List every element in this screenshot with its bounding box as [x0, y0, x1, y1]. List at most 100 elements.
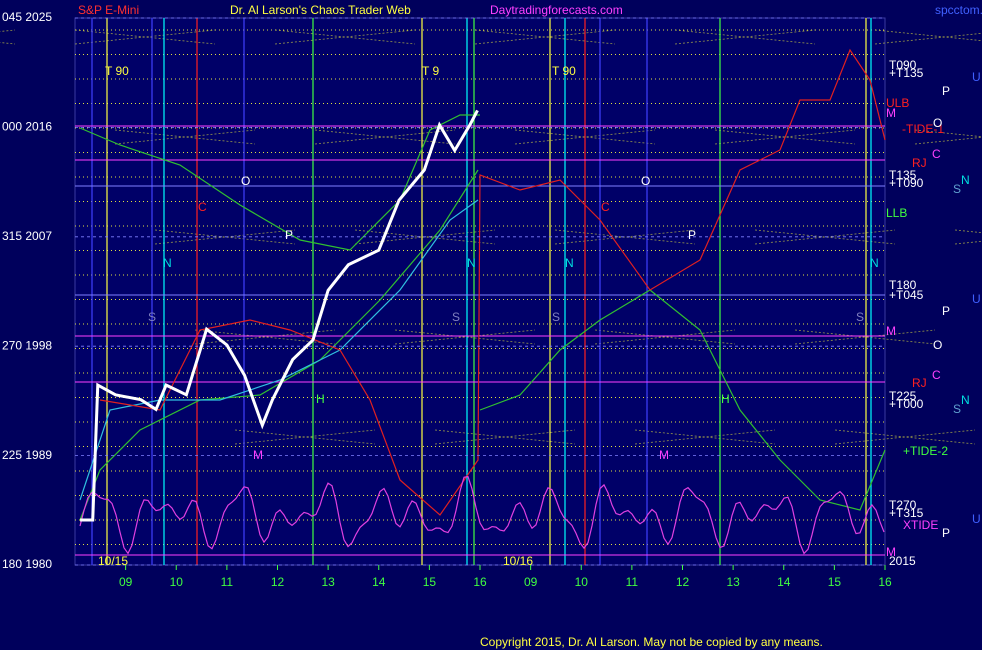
side-letter: N [961, 173, 970, 187]
annotation: M [253, 448, 263, 462]
lattice [674, 29, 816, 45]
lattice [314, 129, 456, 145]
lattice [474, 29, 616, 45]
level-label: +T090 [889, 176, 924, 190]
x-tick-label: 12 [676, 575, 690, 589]
level-label: +T315 [889, 506, 924, 520]
annotation: S [148, 310, 156, 324]
level-label: T180 [889, 278, 917, 292]
annotation: P [285, 228, 293, 242]
x-tick-label: 11 [221, 575, 234, 589]
lattice [234, 429, 376, 445]
copyright: Copyright 2015, Dr. Al Larson. May not b… [480, 635, 823, 649]
level-label: RJ [912, 156, 927, 170]
level-label: C [932, 368, 941, 382]
x-tick-label: 16 [878, 575, 892, 589]
level-label: RJ [912, 376, 927, 390]
y-tick-label: 270 1998 [2, 338, 52, 352]
lattice [114, 129, 256, 145]
side-letter: S [953, 182, 961, 196]
side-letter: U [972, 292, 981, 306]
lattice [394, 329, 536, 345]
lattice [474, 29, 616, 45]
lattice [874, 29, 982, 42]
annotation: H [721, 392, 730, 406]
lattice [874, 32, 982, 45]
lattice [954, 229, 982, 234]
annotation: S [856, 310, 864, 324]
x-tick-label: 16 [473, 575, 487, 589]
level-label: +T135 [889, 66, 924, 80]
lattice [434, 429, 576, 445]
level-label: M [886, 106, 896, 120]
lattice [194, 329, 336, 345]
annotation: T 9 [422, 64, 439, 78]
x-tick-label: 14 [777, 575, 791, 589]
level-label: 2015 [889, 554, 916, 568]
lattice [794, 329, 936, 345]
level-label: T135 [889, 168, 917, 182]
band-line [79, 114, 480, 251]
lattice [714, 129, 856, 145]
decoration [0, 18, 982, 565]
lattice [674, 29, 816, 45]
price-line [80, 109, 479, 522]
lattice [554, 229, 696, 245]
x-tick-label: 13 [321, 575, 335, 589]
level-label: +T045 [889, 288, 924, 302]
x-tick-label: 15 [828, 575, 842, 589]
lattice [514, 129, 656, 145]
annotation: C [601, 200, 610, 214]
lattice [794, 329, 936, 345]
level-label: +TIDE-2 [903, 444, 948, 458]
level-label: T225 [889, 389, 917, 403]
annotation: O [241, 174, 250, 188]
level-label: XTIDE [903, 518, 938, 532]
red-line [99, 48, 886, 516]
level-label: M [886, 545, 896, 559]
annotation: N [565, 256, 574, 270]
lattice [954, 240, 982, 245]
side-letter: S [953, 402, 961, 416]
side-letter: P [942, 526, 950, 540]
annotation: C [198, 200, 207, 214]
x-tick-label: 12 [271, 575, 285, 589]
lattice [274, 29, 416, 45]
annotation: N [870, 256, 879, 270]
side-letter: U [972, 512, 981, 526]
level-label: +T000 [889, 397, 924, 411]
band-line [79, 199, 479, 501]
x-tick-label: 09 [119, 575, 133, 589]
date-label: 10/16 [503, 554, 533, 568]
x-tick-label: 13 [726, 575, 740, 589]
lattice [754, 229, 896, 245]
lattice [554, 229, 696, 245]
side-letter: U [972, 70, 981, 84]
side-letter: O [933, 116, 942, 130]
band-line [479, 289, 886, 511]
lattice [234, 429, 376, 445]
lattice [634, 429, 776, 445]
lattice [114, 129, 256, 145]
annotation: O [641, 174, 650, 188]
subtitle: S&P E-Mini [78, 3, 139, 17]
y-tick-label: 180 1980 [2, 557, 52, 571]
x-tick-label: 15 [423, 575, 437, 589]
side-letter: P [942, 84, 950, 98]
level-label: LLB [886, 206, 907, 220]
annotation: T 90 [105, 64, 129, 78]
annotation: M [659, 448, 669, 462]
y-tick-label: 225 1989 [2, 448, 52, 462]
lattice [594, 329, 736, 345]
lattice [74, 29, 216, 45]
x-tick-label: 11 [626, 575, 639, 589]
lattice [154, 229, 296, 245]
lattice [274, 29, 416, 45]
plot-area [74, 17, 886, 566]
annotation: N [163, 256, 172, 270]
chart-title: Dr. Al Larson's Chaos Trader Web [230, 3, 411, 17]
x-tick-label: 14 [372, 575, 386, 589]
lattice [714, 129, 856, 145]
lattice [354, 229, 496, 245]
side-letter: P [942, 304, 950, 318]
